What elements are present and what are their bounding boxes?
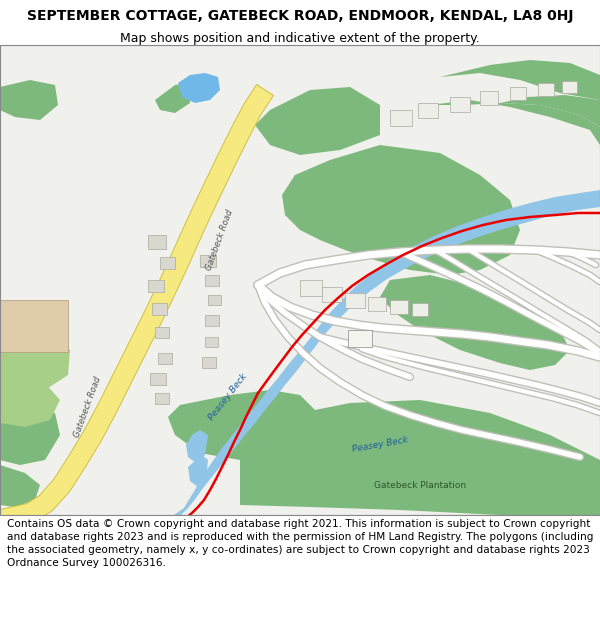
Bar: [450, 97, 470, 112]
Text: Peasey Beck: Peasey Beck: [207, 372, 249, 422]
Bar: [150, 373, 166, 385]
Polygon shape: [240, 400, 600, 515]
Bar: [368, 297, 386, 311]
Bar: [348, 330, 372, 347]
Text: Contains OS data © Crown copyright and database right 2021. This information is : Contains OS data © Crown copyright and d…: [7, 519, 594, 568]
Text: Gatebeck Road: Gatebeck Road: [73, 376, 103, 439]
Bar: [155, 393, 169, 404]
Polygon shape: [0, 375, 60, 427]
Bar: [418, 103, 438, 118]
Bar: [412, 303, 428, 316]
Polygon shape: [155, 83, 190, 113]
Bar: [562, 81, 577, 93]
Bar: [390, 110, 412, 126]
Polygon shape: [178, 73, 220, 103]
Bar: [510, 87, 526, 100]
Bar: [480, 91, 498, 105]
Bar: [158, 353, 172, 364]
Bar: [202, 357, 216, 368]
Bar: [0, 300, 68, 352]
Polygon shape: [186, 430, 208, 463]
Polygon shape: [282, 145, 520, 275]
Text: Peasey Beck: Peasey Beck: [351, 436, 409, 454]
Polygon shape: [0, 84, 274, 530]
Polygon shape: [500, 95, 600, 127]
Bar: [205, 337, 218, 347]
Bar: [200, 255, 216, 267]
Bar: [205, 275, 219, 286]
Text: Gatebeck Road: Gatebeck Road: [205, 208, 235, 272]
Polygon shape: [380, 275, 570, 370]
Bar: [538, 83, 554, 96]
Text: Map shows position and indicative extent of the property.: Map shows position and indicative extent…: [120, 32, 480, 46]
Polygon shape: [168, 390, 320, 460]
Polygon shape: [188, 455, 208, 487]
Polygon shape: [0, 340, 70, 390]
Polygon shape: [430, 100, 600, 145]
Text: Gatebeck Plantation: Gatebeck Plantation: [374, 481, 466, 489]
Bar: [160, 257, 175, 269]
Bar: [208, 295, 221, 305]
Polygon shape: [255, 87, 380, 155]
Bar: [148, 280, 164, 292]
Bar: [345, 293, 365, 308]
Bar: [148, 235, 166, 249]
Polygon shape: [174, 190, 600, 515]
Text: SEPTEMBER COTTAGE, GATEBECK ROAD, ENDMOOR, KENDAL, LA8 0HJ: SEPTEMBER COTTAGE, GATEBECK ROAD, ENDMOO…: [27, 9, 573, 23]
Polygon shape: [440, 60, 600, 100]
Polygon shape: [0, 407, 60, 465]
Bar: [155, 327, 169, 338]
Bar: [390, 300, 408, 314]
Bar: [322, 287, 342, 302]
Bar: [152, 303, 167, 315]
Polygon shape: [0, 465, 40, 507]
Bar: [205, 315, 219, 326]
Polygon shape: [0, 80, 58, 120]
Bar: [300, 280, 322, 296]
